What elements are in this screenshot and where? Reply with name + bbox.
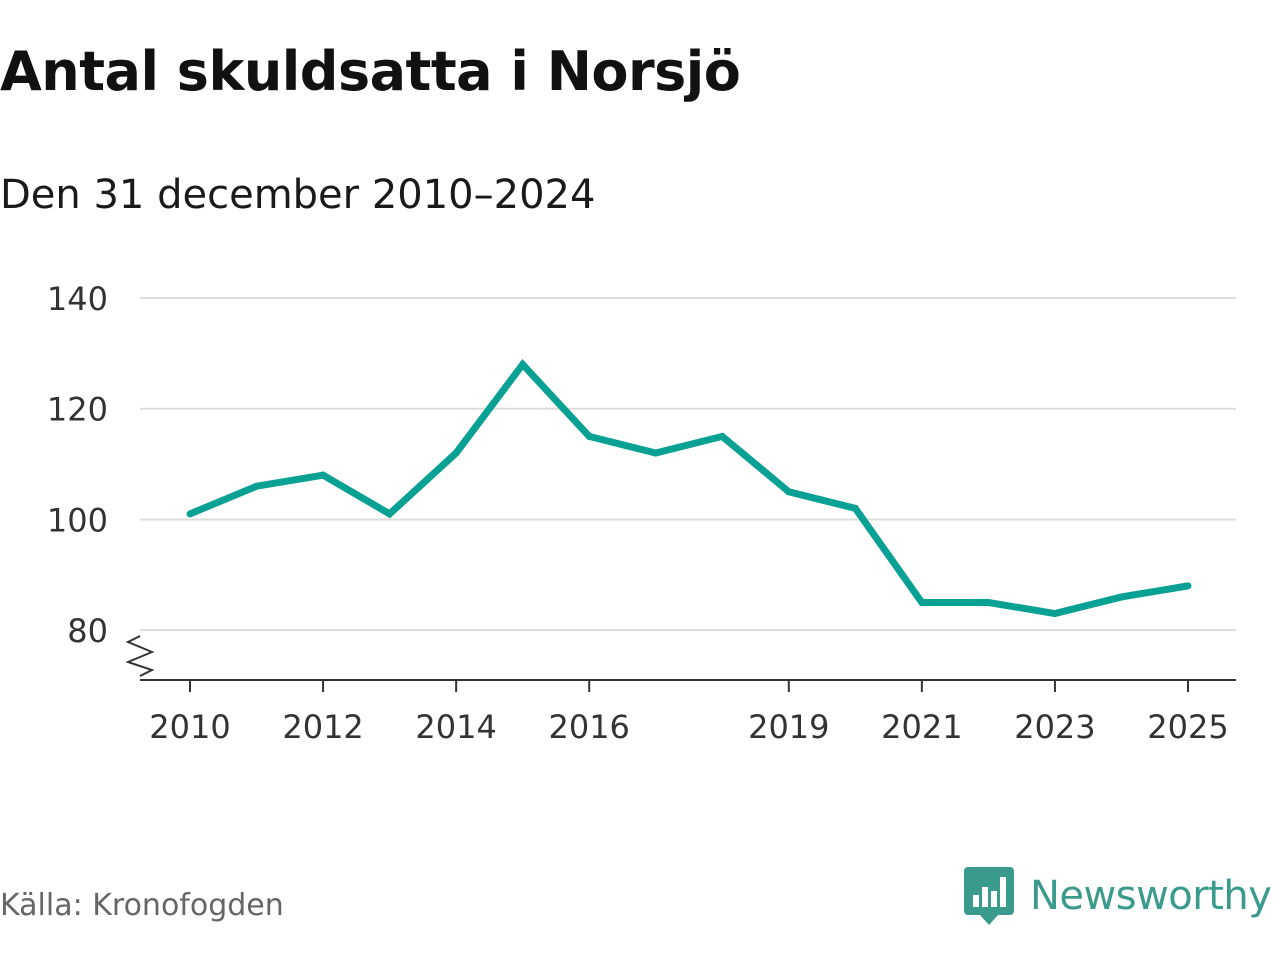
data-point (1117, 593, 1125, 601)
chart-subtitle: Den 31 december 2010–2024 (0, 172, 596, 218)
chart-title: Antal skuldsatta i Norsjö (0, 40, 741, 103)
x-tick-label: 2010 (149, 708, 230, 746)
x-axis-ticks: 2010 2012 2014 2016 2019 2021 2023 2025 (149, 680, 1229, 746)
source-note: Källa: Kronofogden (0, 888, 284, 923)
data-point (652, 449, 660, 457)
x-tick-label: 2023 (1014, 708, 1095, 746)
y-tick-label: 100 (47, 501, 108, 539)
data-point (253, 482, 261, 490)
series-group (186, 358, 1192, 618)
data-point (785, 488, 793, 496)
y-tick-label: 140 (47, 280, 108, 318)
x-tick-label: 2012 (282, 708, 363, 746)
data-point (984, 598, 992, 606)
data-point (851, 504, 859, 512)
x-tick-label: 2019 (748, 708, 829, 746)
data-point (1184, 582, 1192, 590)
data-point (186, 510, 194, 518)
data-point (918, 598, 926, 606)
data-point (319, 471, 327, 479)
data-point (519, 360, 527, 368)
data-point (585, 432, 593, 440)
y-tick-label: 80 (67, 612, 108, 650)
x-axis (125, 635, 1236, 681)
brand-logo-group: Newsworthy (964, 864, 1272, 928)
x-tick-label: 2025 (1147, 708, 1228, 746)
y-axis-ticks: 80 100 120 140 (47, 280, 108, 650)
bar-chart-speech-bubble-icon (964, 867, 1014, 925)
data-point (452, 449, 460, 457)
data-point (1051, 610, 1059, 618)
x-tick-label: 2014 (415, 708, 496, 746)
brand-name: Newsworthy (1030, 873, 1272, 919)
y-axis-break-icon (125, 635, 155, 677)
x-tick-label: 2016 (548, 708, 629, 746)
y-tick-label: 120 (47, 391, 108, 429)
series-line (188, 358, 1189, 618)
data-point (718, 432, 726, 440)
x-tick-label: 2021 (881, 708, 962, 746)
data-point (386, 510, 394, 518)
grid-lines (140, 297, 1236, 632)
